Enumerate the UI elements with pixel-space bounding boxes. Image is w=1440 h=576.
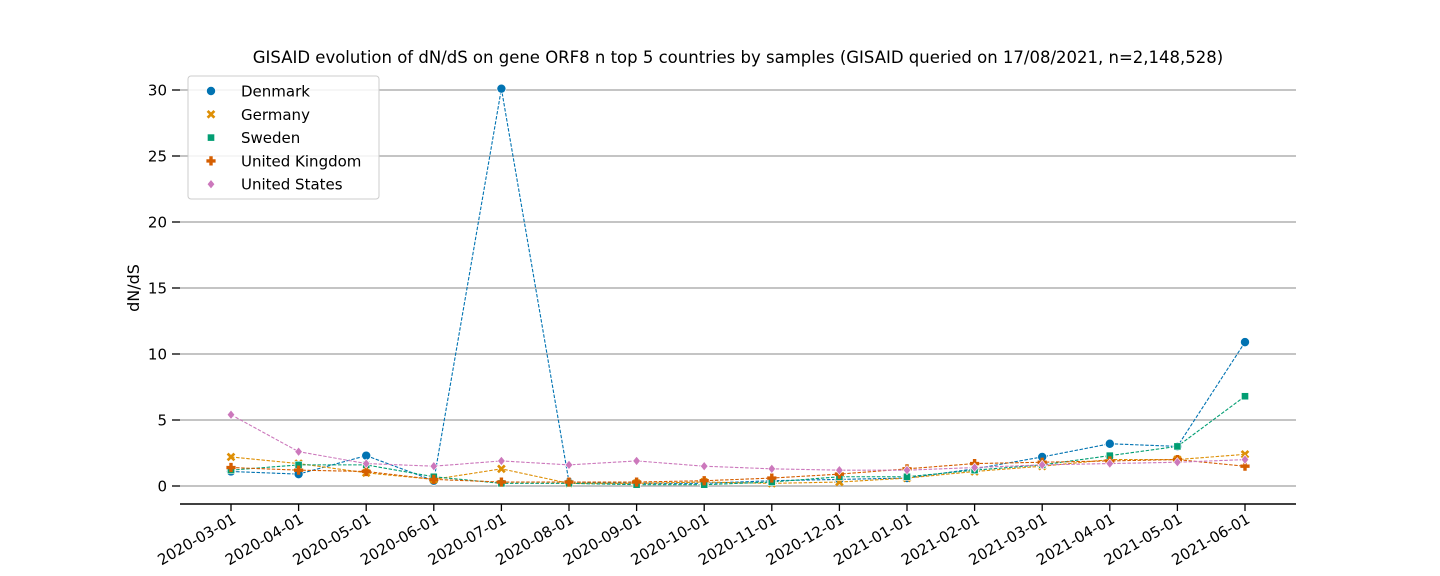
- chart-title: GISAID evolution of dN/dS on gene ORF8 n…: [253, 48, 1223, 67]
- legend-box: [187, 75, 380, 200]
- data-point-united-states: [429, 461, 438, 472]
- data-point-united-states: [362, 458, 371, 469]
- legend-label-denmark: Denmark: [241, 83, 310, 101]
- data-point-united-states: [497, 455, 506, 466]
- data-point-germany: [1240, 449, 1250, 459]
- data-point-united-kingdom: [226, 462, 236, 473]
- data-point-united-kingdom: [632, 477, 642, 487]
- data-point-united-kingdom: [1240, 461, 1250, 471]
- y-tick-label: 25: [148, 148, 167, 166]
- data-point-united-kingdom: [699, 476, 709, 486]
- data-point-united-states: [632, 455, 641, 466]
- data-point-united-states: [564, 459, 574, 470]
- data-point-united-states: [1105, 458, 1114, 469]
- data-point-germany: [226, 452, 236, 462]
- series-united-states: [230, 414, 1246, 471]
- data-point-united-states: [226, 409, 236, 420]
- legend-marker-united-states: [206, 179, 216, 190]
- data-point-united-states: [902, 465, 912, 476]
- legend-marker-united-kingdom: [206, 156, 216, 166]
- data-point-united-kingdom: [294, 465, 304, 475]
- series-united-kingdom: [230, 459, 1246, 483]
- y-tick-label: 5: [157, 412, 167, 430]
- data-point-united-states: [1173, 457, 1182, 468]
- series-points-denmark: [225, 83, 1251, 489]
- legend-label-united-states: United States: [241, 176, 343, 194]
- data-point-denmark: [1104, 438, 1115, 449]
- legend-marker-denmark: [205, 86, 216, 97]
- series-sweden: [230, 395, 1246, 486]
- series-line-united-kingdom: [230, 459, 1246, 483]
- data-point-germany: [497, 464, 506, 474]
- series-points-united-states: [226, 409, 1250, 476]
- data-point-united-kingdom: [429, 474, 439, 484]
- y-tick-label: 15: [148, 280, 167, 298]
- data-point-sweden: [1173, 442, 1182, 451]
- data-point-sweden: [1241, 392, 1249, 401]
- series-denmark: [230, 88, 1246, 484]
- data-point-united-kingdom: [767, 473, 777, 483]
- x-axis: 2020-03-012020-04-012020-05-012020-06-01…: [154, 503, 1296, 569]
- y-tick-label: 10: [148, 346, 167, 364]
- data-point-united-kingdom: [496, 477, 506, 487]
- data-point-united-states: [767, 463, 776, 474]
- y-axis-label: dN/dS: [124, 264, 143, 312]
- y-tick-label: 20: [148, 214, 167, 232]
- series-line-united-states: [230, 414, 1246, 471]
- legend-marker-germany: [206, 109, 216, 119]
- y-tick-label: 0: [157, 478, 167, 496]
- series-line-sweden: [230, 395, 1246, 486]
- data-point-united-states: [1240, 454, 1250, 465]
- data-point-united-states: [970, 462, 979, 473]
- y-tick-label: 30: [148, 82, 167, 100]
- data-point-united-kingdom: [361, 466, 371, 477]
- data-point-united-states: [1038, 459, 1047, 470]
- legend-label-germany: Germany: [241, 106, 310, 124]
- series-line-denmark: [230, 88, 1246, 484]
- series-layer: [225, 83, 1251, 489]
- y-axis: 0 5 10 15 20 25 30: [148, 82, 180, 496]
- legend-label-sweden: Sweden: [241, 129, 300, 147]
- data-point-denmark: [1240, 337, 1251, 348]
- series-line-germany: [230, 453, 1246, 484]
- data-point-united-states: [700, 461, 709, 472]
- legend: Denmark Germany Sweden United Kingdom United…: [187, 75, 380, 200]
- data-point-united-states: [294, 446, 303, 457]
- data-point-denmark: [496, 83, 507, 94]
- series-germany: [230, 453, 1246, 484]
- legend-label-united-kingdom: United Kingdom: [241, 152, 361, 170]
- data-point-united-states: [835, 465, 844, 476]
- data-point-united-kingdom: [564, 477, 574, 487]
- legend-marker-sweden: [207, 133, 215, 142]
